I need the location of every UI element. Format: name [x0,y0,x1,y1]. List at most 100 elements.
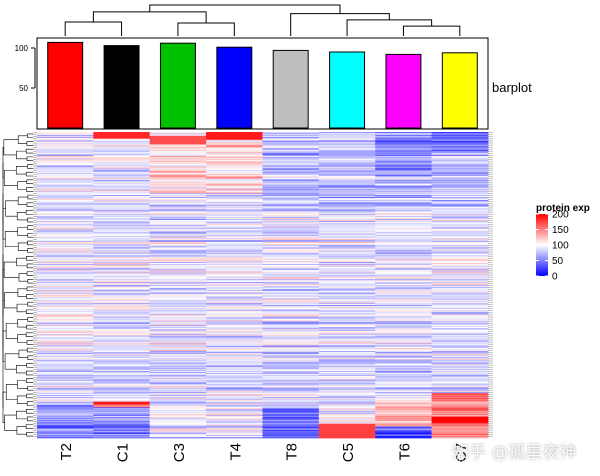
heatmap-cell [149,333,207,336]
heatmap-cell [149,433,207,435]
heatmap-cell [318,212,376,214]
heatmap-cell [37,132,94,135]
watermark-url: https://blog.csdn.net/weixin_43091111 [418,457,594,467]
heatmap-cell [262,167,320,169]
heatmap-cell [37,251,94,253]
row-dendrogram [2,133,33,437]
heatmap-cell [375,285,433,288]
heatmap-cell [37,332,94,335]
heatmap-cell [431,337,489,339]
heatmap-cell [262,370,320,372]
heatmap-cell [262,282,320,284]
heatmap-cell [431,346,489,348]
heatmap-cell [37,404,94,406]
heatmap-cell [262,373,320,376]
heatmap-cell [206,348,263,350]
heatmap-cell [206,170,263,172]
row-dendrogram-branch [2,330,7,362]
heatmap-cell [318,253,376,255]
heatmap-cell [206,339,263,341]
heatmap-cell [93,402,151,404]
dendrogram-branch [149,4,341,14]
heatmap-cell [262,334,320,337]
column-label-C5: C5 [340,443,357,462]
heatmap-cell [93,320,151,322]
heatmap-cell [37,255,94,257]
heatmap-cell [318,360,376,362]
heatmap-cell [375,406,433,408]
heatmap-cell [149,340,207,342]
heatmap-cell [37,164,94,166]
heatmap-cell [375,153,433,155]
heatmap-cell [262,327,320,329]
heatmap-cell [375,437,433,439]
heatmap-cell [37,157,94,160]
heatmap-cell [375,160,433,163]
heatmap-cell [431,430,489,432]
heatmap-cell [431,218,489,220]
row-dendrogram-branch [27,317,33,322]
heatmap-cell [149,366,207,368]
heatmap-cell [318,311,376,314]
heatmap-cell [318,277,376,279]
heatmap-cell [149,285,207,287]
heatmap-cell [318,264,376,267]
row-dendrogram-branch [16,303,28,313]
heatmap-cell [206,213,263,215]
heatmap-cell [431,389,489,391]
heatmap-cell [206,358,263,360]
heatmap-cell [375,150,433,152]
heatmap-cell [318,227,376,229]
heatmap-cell [262,311,320,314]
heatmap-cell [318,262,376,264]
heatmap-cell [431,293,489,295]
heatmap-cell [262,241,320,244]
heatmap-cell [37,297,94,299]
heatmap-cell [318,191,376,193]
heatmap-cell [206,188,263,190]
heatmap-cell [37,241,94,244]
heatmap-cell [262,194,320,196]
heatmap-cell [262,142,320,144]
heatmap-cell [375,384,433,386]
heatmap-cell [149,150,207,152]
heatmap-cell [318,274,376,276]
heatmap-cell [37,335,94,338]
heatmap-cell [206,337,263,339]
heatmap-cell [375,230,433,232]
heatmap-cell [431,271,489,273]
heatmap-cell [37,397,94,400]
heatmap-cell [431,416,489,419]
heatmap-cell [37,431,94,433]
heatmap-cell [431,348,489,350]
heatmap-cell [262,242,320,245]
heatmap-cell [37,312,94,315]
heatmap-cell [262,220,320,223]
heatmap-cell [149,289,207,292]
heatmap-cell [375,348,433,350]
heatmap-cell [431,300,489,302]
heatmap-cell [318,404,376,406]
heatmap-cell [318,230,376,232]
heatmap-cell [93,416,151,419]
heatmap-cell [375,166,433,168]
heatmap-cell [431,208,489,210]
heatmap-cell [262,259,320,261]
heatmap-cell [318,421,376,424]
heatmap-cell [149,383,207,385]
heatmap-cell [375,211,433,213]
heatmap-cell [318,322,376,324]
heatmap-cell [431,367,489,369]
heatmap-cell [375,197,433,199]
heatmap-cell [93,403,151,405]
heatmap-cell [37,147,94,149]
heatmap-cell [375,376,433,379]
heatmap-cell [431,209,489,211]
heatmap-cell [262,396,320,399]
heatmap-cell [375,145,433,147]
heatmap-cell [149,175,207,178]
heatmap-cell [93,275,151,277]
heatmap-cell [375,381,433,383]
heatmap-cell [431,270,489,273]
heatmap-cell [318,351,376,354]
